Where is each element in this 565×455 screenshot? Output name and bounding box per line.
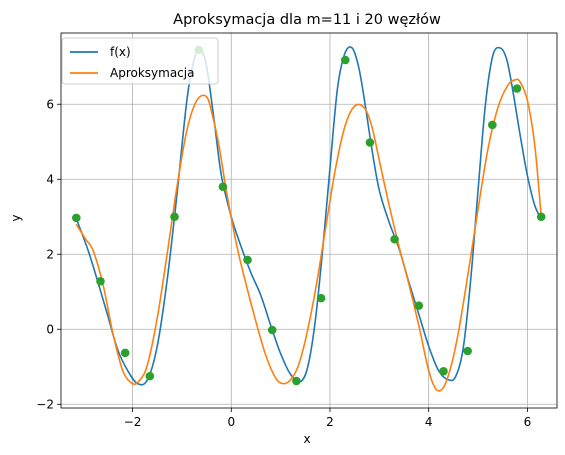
x-axis-label: x <box>303 432 310 446</box>
y-tick-label: −2 <box>36 397 54 411</box>
node-point <box>292 376 301 386</box>
axis-ticks: −2 0 2 4 6 −2 0 2 4 6 <box>36 97 531 429</box>
node-point <box>488 120 497 130</box>
node-point <box>316 293 326 303</box>
plot-frame <box>60 32 558 409</box>
y-tick-label: 0 <box>46 322 54 336</box>
x-tick-label: 4 <box>425 415 433 429</box>
legend: f(x) Aproksymacja <box>61 37 219 85</box>
y-tick-label: 6 <box>46 97 54 111</box>
y-axis-label: y <box>9 214 23 221</box>
y-tick-label: 2 <box>46 247 54 261</box>
node-point <box>365 138 375 147</box>
plot-series <box>71 45 546 392</box>
node-point <box>463 346 472 356</box>
node-point <box>390 234 399 244</box>
node-point <box>71 213 81 223</box>
node-point <box>170 212 179 222</box>
node-point <box>439 366 448 376</box>
node-point <box>536 212 546 222</box>
series-line-f <box>75 46 542 386</box>
legend-label-aproksymacja: Aproksymacja <box>110 66 194 80</box>
node-point <box>243 255 252 265</box>
x-tick-label: 6 <box>524 415 532 429</box>
series-line-aproksymacja <box>75 78 543 392</box>
x-tick-label: −2 <box>124 415 142 429</box>
node-point <box>218 182 228 192</box>
node-point <box>512 84 522 93</box>
legend-label-f: f(x) <box>110 45 131 59</box>
node-point <box>96 276 105 286</box>
legend-box <box>61 37 219 85</box>
node-point <box>267 325 277 335</box>
x-tick-label: 0 <box>227 415 235 429</box>
node-point <box>120 348 130 358</box>
node-point <box>145 371 155 381</box>
grid <box>61 33 557 408</box>
node-point <box>414 301 424 310</box>
x-tick-label: 2 <box>326 415 334 429</box>
y-tick-label: 4 <box>46 172 54 186</box>
node-point <box>340 55 350 65</box>
chart-title: Aproksymacja dla m=11 i 20 węzłów <box>173 12 441 28</box>
